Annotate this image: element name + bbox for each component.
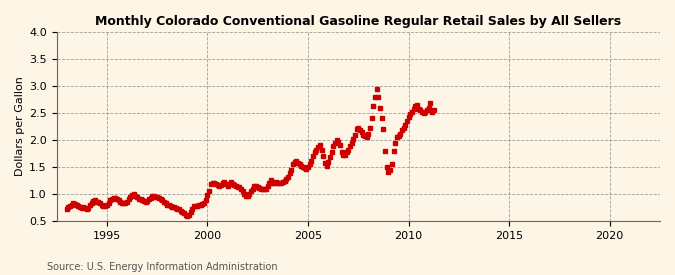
Text: Source: U.S. Energy Information Administration: Source: U.S. Energy Information Administ… bbox=[47, 262, 278, 272]
Title: Monthly Colorado Conventional Gasoline Regular Retail Sales by All Sellers: Monthly Colorado Conventional Gasoline R… bbox=[95, 15, 622, 28]
Y-axis label: Dollars per Gallon: Dollars per Gallon bbox=[15, 76, 25, 177]
